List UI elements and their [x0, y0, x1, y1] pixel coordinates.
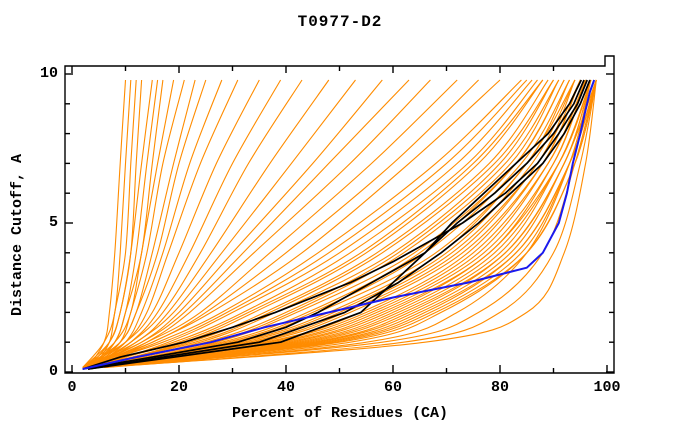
model-curve [93, 79, 592, 369]
x-tick-label: 40 [276, 379, 295, 396]
model-curve [82, 79, 587, 369]
highlight-model-1-curve [82, 79, 588, 370]
model-curve [93, 79, 597, 369]
model-curve [87, 79, 522, 369]
model-curve [104, 79, 597, 369]
model-curve [93, 79, 533, 369]
model-curve [98, 79, 597, 369]
model-curve [93, 79, 554, 369]
model-curve [87, 79, 239, 368]
highlight-model-2-curve [82, 79, 585, 370]
model-curve [87, 79, 458, 369]
x-tick-label: 20 [169, 379, 188, 396]
x-tick-label: 80 [490, 379, 509, 396]
model-curve [93, 79, 501, 369]
model-curve [93, 79, 356, 368]
model-curve [92, 79, 159, 368]
model-curve [87, 79, 303, 368]
model-curve [82, 79, 554, 369]
y-tick-label: 10 [39, 65, 58, 82]
model-curve [92, 79, 137, 368]
model-curve [82, 79, 153, 368]
selected-model-curve [82, 79, 596, 370]
x-tick-label: 0 [67, 379, 77, 396]
model-curve [82, 79, 410, 369]
highlight-model-4-curve [87, 79, 583, 370]
model-curve [87, 79, 538, 369]
highlight-model-3-curve [87, 79, 591, 370]
model-curve [82, 79, 260, 368]
y-tick-label: 0 [48, 363, 58, 380]
x-tick-label: 60 [383, 379, 402, 396]
x-axis-label: Percent of Residues (CA) [231, 405, 449, 422]
plot-border [64, 55, 615, 374]
x-tick-label: 100 [593, 379, 621, 396]
model-curve [87, 79, 127, 368]
model-curve [82, 79, 175, 368]
model-curve [87, 79, 196, 368]
model-curve [82, 79, 544, 369]
model-curve [82, 79, 528, 369]
chart-title: T0977-D2 [297, 13, 383, 31]
model-curve [87, 79, 549, 369]
model-curve [82, 79, 132, 368]
model-curve [82, 79, 207, 368]
y-tick-label: 5 [48, 214, 58, 231]
